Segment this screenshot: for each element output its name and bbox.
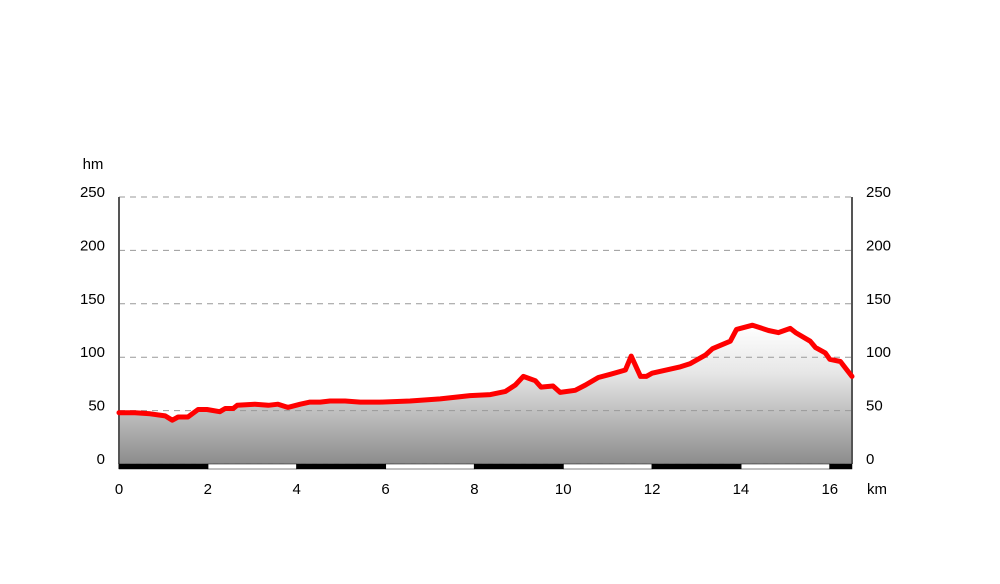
y2-tick-label: 200	[866, 237, 891, 254]
scale-segment	[562, 463, 653, 470]
y2-tick-label: 250	[866, 184, 891, 201]
scale-segment	[385, 463, 475, 470]
elevation-line	[116, 322, 855, 423]
scale-segment	[651, 463, 742, 470]
scale-segment	[740, 463, 831, 470]
y2-tick-label: 150	[866, 291, 891, 308]
y2-tick-label: 0	[866, 451, 874, 468]
y-tick-label: 250	[80, 184, 105, 201]
x-tick-label: 4	[293, 481, 301, 498]
elevation-area	[119, 325, 852, 464]
x-tick-label: 14	[733, 481, 750, 498]
y-axis-label: hm	[83, 156, 104, 173]
x-axis-label: km	[867, 481, 887, 498]
x-tick-label: 6	[381, 481, 389, 498]
y2-tick-label: 50	[866, 398, 883, 415]
scale-segment	[296, 463, 386, 470]
x-tick-label: 10	[555, 481, 572, 498]
scale-segment	[118, 463, 209, 470]
scale-segment	[829, 463, 853, 470]
scale-segment	[207, 463, 297, 470]
y-tick-label: 0	[97, 451, 105, 468]
x-tick-label: 2	[204, 481, 212, 498]
scale-segment	[474, 463, 564, 470]
x-tick-label: 8	[470, 481, 478, 498]
y-tick-label: 100	[80, 344, 105, 361]
y-tick-label: 150	[80, 291, 105, 308]
y-tick-label: 50	[88, 398, 105, 415]
x-tick-label: 12	[644, 481, 661, 498]
y-tick-label: 200	[80, 237, 105, 254]
x-tick-label: 16	[821, 481, 838, 498]
y2-tick-label: 100	[866, 344, 891, 361]
x-tick-label: 0	[115, 481, 123, 498]
